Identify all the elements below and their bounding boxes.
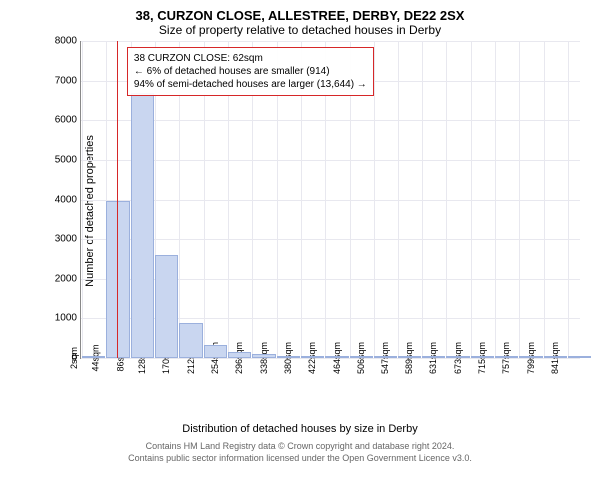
histogram-bar bbox=[374, 356, 397, 358]
histogram-bar bbox=[544, 356, 567, 358]
histogram-bar bbox=[155, 255, 178, 358]
x-tick-label: 631sqm bbox=[426, 342, 438, 374]
histogram-bar bbox=[252, 354, 275, 358]
x-tick-label: 673sqm bbox=[451, 342, 463, 374]
annotation-line: 38 CURZON CLOSE: 62sqm bbox=[134, 52, 367, 65]
footer-attribution: Contains HM Land Registry data © Crown c… bbox=[8, 441, 592, 464]
histogram-bar bbox=[106, 201, 129, 358]
x-tick-label: 506sqm bbox=[354, 342, 366, 374]
x-tick-label: 715sqm bbox=[475, 342, 487, 374]
footer-line-2: Contains public sector information licen… bbox=[8, 453, 592, 465]
x-tick-label: 44sqm bbox=[89, 344, 101, 371]
gridline-v bbox=[398, 41, 399, 358]
y-tick-label: 2000 bbox=[55, 273, 81, 284]
histogram-bar bbox=[131, 93, 154, 358]
x-tick-label: 422sqm bbox=[305, 342, 317, 374]
x-tick-label: 338sqm bbox=[257, 342, 269, 374]
histogram-bar bbox=[277, 356, 300, 358]
histogram-bar bbox=[471, 356, 494, 358]
histogram-bar bbox=[325, 356, 348, 358]
reference-marker-line bbox=[117, 41, 118, 358]
histogram-bar bbox=[350, 356, 373, 358]
gridline-v bbox=[471, 41, 472, 358]
x-tick-label: 799sqm bbox=[524, 342, 536, 374]
histogram-bar bbox=[568, 356, 591, 358]
plot-region: 0100020003000400050006000700080002sqm44s… bbox=[80, 41, 580, 359]
histogram-bar bbox=[446, 356, 469, 358]
annotation-line: 94% of semi-detached houses are larger (… bbox=[134, 78, 367, 91]
gridline-v bbox=[544, 41, 545, 358]
x-tick-label: 2sqm bbox=[67, 347, 79, 369]
gridline-v bbox=[568, 41, 569, 358]
histogram-bar bbox=[495, 356, 518, 358]
page-title: 38, CURZON CLOSE, ALLESTREE, DERBY, DE22… bbox=[8, 8, 592, 23]
x-tick-label: 589sqm bbox=[402, 342, 414, 374]
x-tick-label: 841sqm bbox=[548, 342, 560, 374]
y-tick-label: 6000 bbox=[55, 115, 81, 126]
histogram-bar bbox=[204, 345, 227, 358]
x-tick-label: 296sqm bbox=[232, 342, 244, 374]
x-tick-label: 380sqm bbox=[281, 342, 293, 374]
histogram-bar bbox=[82, 356, 105, 358]
gridline-v bbox=[422, 41, 423, 358]
y-tick-label: 8000 bbox=[55, 36, 81, 47]
x-tick-label: 547sqm bbox=[378, 342, 390, 374]
x-axis-label: Distribution of detached houses by size … bbox=[8, 423, 592, 435]
x-tick-label: 464sqm bbox=[330, 342, 342, 374]
histogram-bar bbox=[179, 323, 202, 358]
y-tick-label: 5000 bbox=[55, 154, 81, 165]
y-tick-label: 1000 bbox=[55, 313, 81, 324]
annotation-line: ← 6% of detached houses are smaller (914… bbox=[134, 65, 367, 78]
gridline-v bbox=[495, 41, 496, 358]
gridline-v bbox=[519, 41, 520, 358]
histogram-bar bbox=[301, 356, 324, 358]
annotation-box: 38 CURZON CLOSE: 62sqm← 6% of detached h… bbox=[127, 47, 374, 96]
y-tick-label: 7000 bbox=[55, 75, 81, 86]
gridline-v bbox=[374, 41, 375, 358]
histogram-bar bbox=[422, 356, 445, 358]
gridline-v bbox=[82, 41, 83, 358]
histogram-bar bbox=[398, 356, 421, 358]
footer-line-1: Contains HM Land Registry data © Crown c… bbox=[8, 441, 592, 453]
histogram-bar bbox=[519, 356, 542, 358]
y-tick-label: 3000 bbox=[55, 234, 81, 245]
x-tick-label: 757sqm bbox=[499, 342, 511, 374]
chart-area: Number of detached properties 0100020003… bbox=[62, 41, 580, 381]
gridline-v bbox=[446, 41, 447, 358]
y-tick-label: 4000 bbox=[55, 194, 81, 205]
page-subtitle: Size of property relative to detached ho… bbox=[8, 23, 592, 37]
histogram-bar bbox=[228, 352, 251, 358]
